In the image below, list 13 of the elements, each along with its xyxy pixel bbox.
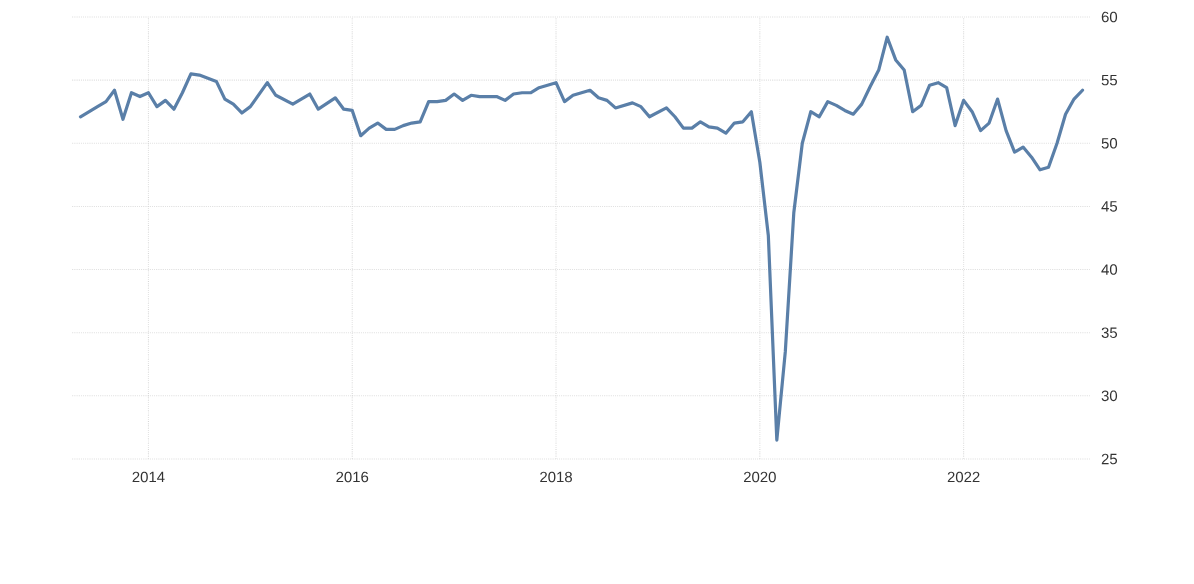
y-tick-label: 25: [1101, 453, 1118, 465]
y-tick-label: 55: [1101, 74, 1118, 86]
y-tick-label: 40: [1101, 264, 1118, 275]
y-tick-label: 35: [1101, 327, 1118, 338]
x-tick-label: 2018: [540, 471, 572, 483]
x-tick-label: 2016: [336, 471, 369, 483]
x-tick-label: 2022: [947, 471, 980, 483]
y-tick-label: 60: [1101, 11, 1118, 23]
y-tick-label: 50: [1101, 137, 1118, 149]
y-tick-label: 30: [1101, 390, 1118, 402]
y-tick-label: 45: [1101, 201, 1118, 212]
x-tick-label: 2020: [743, 471, 776, 483]
x-tick-label: 2014: [132, 471, 165, 483]
